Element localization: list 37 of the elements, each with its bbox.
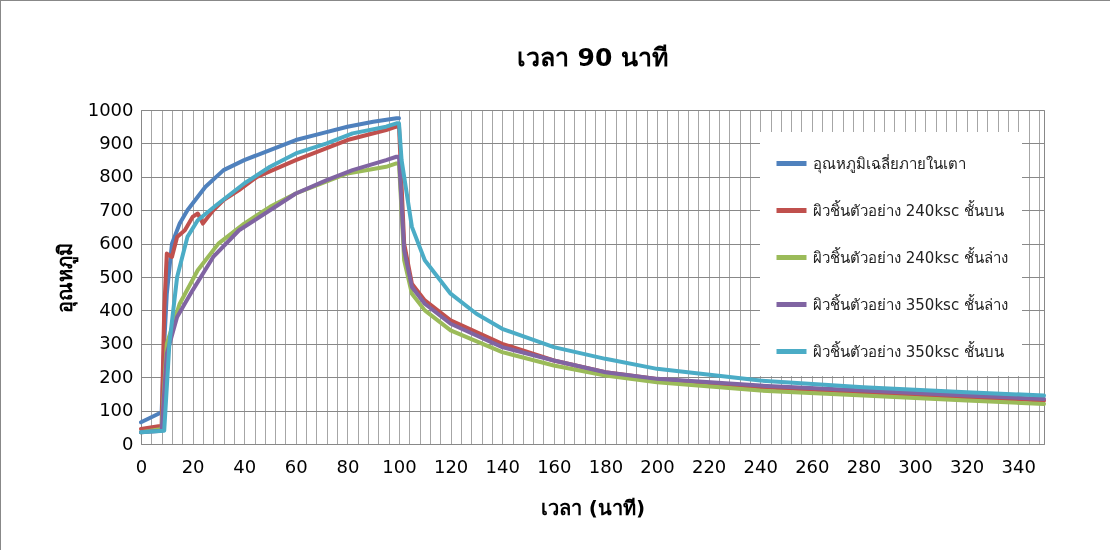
- x-tick-label: 60: [284, 455, 308, 477]
- x-axis-title: เวลา (นาที): [540, 495, 646, 520]
- x-tick-label: 240: [743, 455, 778, 477]
- y-tick-label: 500: [99, 265, 134, 287]
- x-tick-label: 120: [433, 455, 469, 477]
- chart-title: เวลา 90 นาที: [516, 43, 669, 72]
- x-tick-label: 100: [382, 455, 417, 477]
- x-tick-label: 280: [846, 455, 882, 477]
- x-tick-label: 180: [588, 455, 624, 477]
- legend-label: ผิวชิ้นตัวอย่าง 240ksc ชั้นบน: [813, 199, 1004, 220]
- x-tick-label: 220: [691, 455, 727, 477]
- x-tick-label: 340: [1001, 455, 1036, 477]
- legend-label: ผิวชิ้นตัวอย่าง 350ksc ชั้นล่าง: [813, 293, 1008, 314]
- y-tick-label: 700: [99, 198, 134, 220]
- x-tick-label: 80: [336, 455, 360, 477]
- x-tick-label: 0: [135, 455, 148, 477]
- y-tick-label: 1000: [87, 98, 134, 120]
- x-tick-label: 200: [640, 455, 675, 477]
- y-axis-title: อุณหภูมิ: [52, 242, 79, 313]
- y-tick-label: 200: [99, 365, 134, 387]
- x-tick-label: 160: [537, 455, 572, 477]
- y-tick-label: 600: [99, 232, 134, 254]
- legend-label: ผิวชิ้นตัวอย่าง 240ksc ชั้นล่าง: [813, 246, 1008, 267]
- y-tick-label: 100: [99, 399, 134, 421]
- x-tick-label: 260: [795, 455, 830, 477]
- x-tick-label: 40: [233, 455, 257, 477]
- x-tick-label: 140: [485, 455, 520, 477]
- y-tick-label: 800: [99, 165, 134, 187]
- y-tick-label: 0: [122, 432, 134, 454]
- x-tick-label: 300: [898, 455, 933, 477]
- y-tick-label: 300: [99, 332, 134, 354]
- legend-label: ผิวชิ้นตัวอย่าง 350ksc ชั้นบน: [813, 340, 1004, 361]
- legend-label: อุณหภูมิเฉลี่ยภายในเตา: [813, 152, 966, 174]
- x-tick-label: 20: [181, 455, 205, 477]
- y-tick-label: 900: [99, 131, 134, 153]
- y-tick-label: 400: [99, 298, 134, 320]
- x-tick-label: 320: [949, 455, 985, 477]
